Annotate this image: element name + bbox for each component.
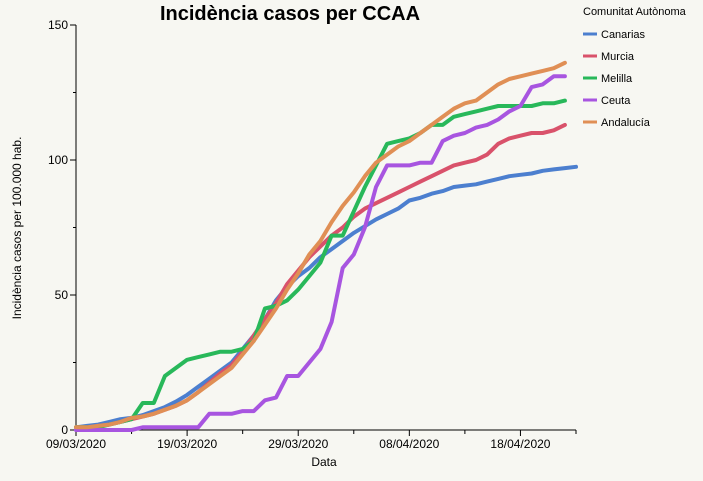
y-tick-label: 100 bbox=[48, 153, 68, 167]
legend-entry: Canarias bbox=[601, 29, 646, 41]
legend-entry: Murcia bbox=[601, 51, 635, 63]
series-lines bbox=[74, 60, 578, 432]
legend-entry: Ceuta bbox=[601, 95, 631, 107]
series-line-ceuta bbox=[74, 74, 567, 432]
x-axis-ticks: 09/03/2020 19/03/2020 29/03/2020 08/04/2020… bbox=[46, 430, 577, 451]
y-axis-title: Incidència casos per 100.000 hab. bbox=[10, 137, 24, 320]
x-axis-title: Data bbox=[311, 455, 337, 469]
legend-entry: Andalucía bbox=[601, 117, 651, 129]
x-tick-label: 08/04/2020 bbox=[379, 437, 439, 451]
series-line-andaluc-a bbox=[74, 60, 567, 430]
y-tick-label: 50 bbox=[55, 288, 69, 302]
x-tick-label: 18/04/2020 bbox=[490, 437, 550, 451]
series-line-murcia bbox=[74, 122, 567, 430]
y-tick-label: 150 bbox=[48, 18, 68, 32]
x-tick-label: 29/03/2020 bbox=[268, 437, 328, 451]
legend-entry: Melilla bbox=[601, 73, 633, 85]
y-axis-ticks: 0 50 100 150 bbox=[48, 18, 76, 437]
x-tick-label: 19/03/2020 bbox=[157, 437, 217, 451]
x-tick-label: 09/03/2020 bbox=[46, 437, 106, 451]
chart-title: Incidència casos per CCAA bbox=[160, 3, 420, 25]
legend: Comunitat Autònoma Canarias Murcia Melilla… bbox=[583, 6, 687, 129]
legend-items: Canarias Murcia Melilla Ceuta Andalucía bbox=[583, 29, 651, 129]
legend-title: Comunitat Autònoma bbox=[583, 6, 687, 18]
series-line-canarias bbox=[74, 164, 578, 430]
y-tick-label: 0 bbox=[61, 423, 68, 437]
series-line-melilla bbox=[74, 98, 567, 430]
plot-area: 0 50 100 150 09/03/2020 19/03/2020 29/03/2020… bbox=[46, 18, 578, 451]
